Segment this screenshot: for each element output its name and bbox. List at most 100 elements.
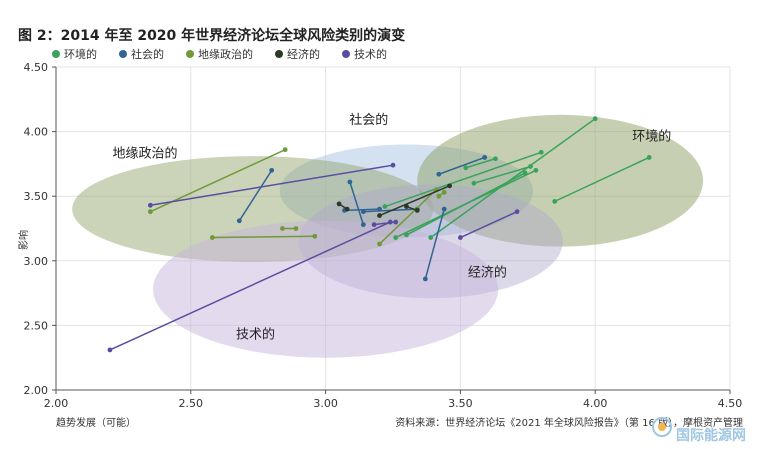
data-point [414, 208, 420, 213]
series-segment [238, 169, 273, 222]
legend-marker [119, 50, 127, 58]
legend-marker [52, 50, 60, 58]
region-ellipse [417, 114, 704, 247]
data-point [404, 204, 409, 209]
data-point [493, 156, 498, 162]
y-tick-label: 4.50 [24, 61, 49, 74]
x-axis-label: 趋势发展（可能） [56, 416, 136, 429]
data-point [344, 206, 350, 212]
series-segment [349, 181, 365, 225]
series-segment [406, 172, 526, 236]
data-point [436, 171, 442, 177]
region-label: 地缘政治的 [112, 145, 177, 161]
chart-title: 图 2：2014 年至 2020 年世界经济论坛全球风险类别的演变 [18, 27, 405, 44]
data-point [458, 235, 463, 240]
y-tick-label: 3.50 [24, 190, 49, 203]
x-tick-label: 4.50 [718, 397, 743, 410]
x-tick-label: 2.00 [44, 397, 69, 410]
data-point [147, 209, 153, 215]
data-segments [107, 116, 652, 353]
series-segment [150, 164, 394, 206]
data-point [347, 179, 353, 185]
axes: 2.00 2.50 3.00 3.50 4.00 4.50 2.00 2.50 3.00 3.50… [24, 61, 743, 410]
x-tick-label: 4.00 [583, 397, 608, 410]
data-point [393, 219, 399, 225]
series-segment [379, 189, 437, 245]
data-point [528, 164, 533, 169]
data-point [471, 180, 477, 186]
data-point [360, 222, 366, 228]
x-tick-label: 2.50 [179, 397, 204, 410]
series-segment [384, 151, 542, 208]
data-point [428, 235, 434, 240]
data-point [538, 149, 544, 155]
legend-marker [275, 50, 283, 58]
y-tick-label: 2.00 [24, 384, 49, 397]
series-segment [438, 156, 485, 175]
logo-core-icon [658, 423, 666, 431]
x-tick-label: 3.50 [448, 397, 473, 410]
data-point [280, 226, 285, 231]
data-point [482, 155, 488, 160]
data-point [552, 198, 558, 204]
series-segment [465, 158, 496, 169]
data-point [236, 218, 242, 224]
data-point [269, 167, 275, 173]
data-point [436, 193, 442, 199]
data-point [404, 232, 409, 238]
region-label: 经济的 [468, 264, 507, 280]
series-segment [424, 208, 445, 280]
series-segment [379, 185, 450, 217]
series-segment [430, 118, 596, 239]
region-label: 技术的 [236, 326, 275, 342]
data-point [360, 209, 366, 215]
region-ellipse [153, 220, 499, 358]
y-axis-label: 影响 [17, 230, 30, 250]
data-point [393, 235, 399, 240]
y-tick-label: 3.00 [24, 255, 49, 268]
data-point [377, 241, 382, 247]
legend-marker [186, 50, 194, 58]
data-point [147, 202, 153, 208]
y-tick-label: 4.00 [24, 126, 49, 139]
data-point [447, 183, 453, 189]
data-point [377, 213, 382, 218]
legend-entry: 地缘政治的 [198, 47, 253, 61]
data-point [422, 276, 428, 282]
watermark-logo: 国际能源网 [652, 417, 746, 444]
logo-sun-icon [652, 417, 672, 437]
series-segment [374, 221, 396, 226]
data-point [209, 235, 215, 240]
region-label: 环境的 [632, 129, 671, 145]
data-point [592, 116, 598, 122]
data-point [293, 226, 299, 231]
legend-entry: 环境的 [64, 47, 97, 61]
y-tick-label: 2.50 [24, 319, 49, 332]
legend: 环境的 社会的 地缘政治的 经济的 技术的 [52, 47, 387, 61]
data-point [522, 170, 528, 176]
data-point [514, 209, 520, 215]
legend-entry: 技术的 [354, 47, 387, 61]
data-point [441, 206, 447, 212]
series-segment [473, 165, 531, 184]
series-segment [212, 235, 315, 239]
data-point [441, 189, 447, 195]
data-point [336, 201, 342, 207]
legend-marker [342, 50, 350, 58]
watermark-text: 国际能源网 [676, 427, 746, 444]
region-label: 社会的 [349, 112, 388, 128]
series-segment [109, 221, 391, 351]
data-point [533, 167, 539, 173]
legend-entry: 经济的 [287, 47, 320, 61]
data-point [312, 233, 318, 239]
data-point [371, 222, 377, 228]
series-segment [554, 156, 650, 203]
data-point [107, 347, 113, 353]
data-point [382, 204, 388, 209]
legend-entry: 社会的 [131, 47, 164, 61]
data-point [463, 165, 469, 171]
data-point [282, 147, 288, 153]
data-point [646, 155, 652, 160]
